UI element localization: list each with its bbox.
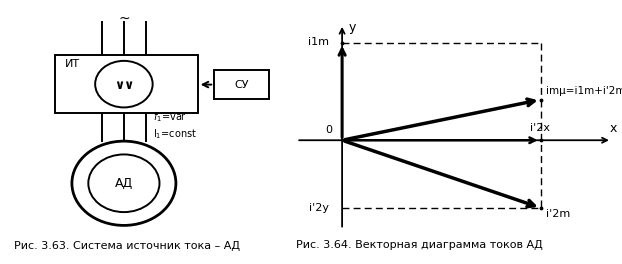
Text: ИТ: ИТ bbox=[65, 59, 80, 69]
Text: x: x bbox=[610, 122, 617, 135]
Text: ∨∨: ∨∨ bbox=[114, 78, 134, 92]
Bar bbox=[55, 55, 198, 114]
Text: y: y bbox=[348, 21, 356, 34]
Text: i'2x: i'2x bbox=[531, 124, 550, 134]
Text: Рис. 3.64. Векторная диаграмма токов АД: Рис. 3.64. Векторная диаграмма токов АД bbox=[296, 240, 543, 250]
Text: imμ=i1m+i'2m: imμ=i1m+i'2m bbox=[545, 86, 622, 96]
Text: АД: АД bbox=[115, 177, 133, 190]
Text: ~: ~ bbox=[118, 12, 130, 26]
Text: i1m: i1m bbox=[309, 36, 330, 46]
Bar bbox=[214, 70, 269, 99]
Text: СУ: СУ bbox=[234, 79, 249, 89]
Text: 0: 0 bbox=[325, 125, 332, 135]
Text: $f_1$=var
I$_1$=const: $f_1$=var I$_1$=const bbox=[152, 110, 197, 142]
Text: i'2m: i'2m bbox=[545, 209, 570, 219]
Text: Рис. 3.63. Система источник тока – АД: Рис. 3.63. Система источник тока – АД bbox=[14, 241, 241, 251]
Text: i'2y: i'2y bbox=[309, 203, 330, 213]
